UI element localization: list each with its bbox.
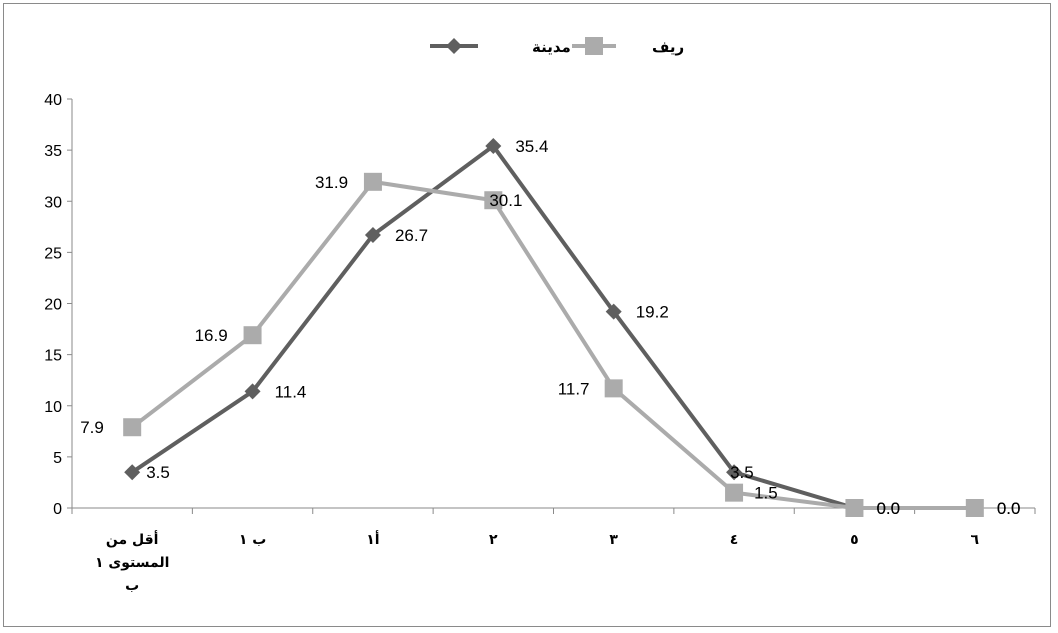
x-tick-label: المستوى ١ — [95, 555, 169, 571]
y-tick-label: 15 — [44, 348, 62, 365]
x-tick-label: ٥ — [850, 532, 859, 548]
series-line-1 — [130, 179, 975, 510]
y-tick-label: 20 — [44, 297, 62, 314]
chart-area — [3, 3, 1051, 627]
series-marker-point — [244, 383, 261, 400]
y-tick-label: 40 — [44, 92, 62, 109]
legend: مدينة ريف — [430, 37, 684, 56]
x-tick-label: ٢ — [489, 532, 498, 548]
axes: 0 5 10 15 20 25 30 35 40 أقل من المستوى ١ ب ب ١ أ١ ٢ ٣ ٤… — [44, 92, 1036, 594]
series-marker-point — [604, 379, 623, 398]
data-label: 0.0 — [876, 499, 900, 518]
x-tick-label: ب — [125, 578, 139, 594]
series-line-0 — [131, 144, 975, 510]
data-label: 0.0 — [997, 499, 1021, 518]
data-label: 0.0 — [997, 499, 1021, 518]
series-markers — [123, 138, 984, 517]
data-label: 7.9 — [80, 418, 104, 437]
data-label: 31.9 — [315, 173, 348, 192]
series-lines — [130, 144, 975, 510]
data-label: 11.7 — [558, 379, 590, 398]
series-marker-point — [965, 499, 984, 517]
series-marker-point — [725, 483, 744, 502]
data-label: 30.1 — [489, 191, 522, 210]
series-marker-point — [605, 303, 622, 320]
data-label: 35.4 — [515, 137, 548, 156]
series-marker-point — [726, 464, 743, 481]
data-label: 1.5 — [754, 484, 778, 503]
data-label: 3.5 — [730, 463, 754, 482]
legend-label-0: مدينة — [532, 38, 571, 56]
y-tick-label: 5 — [53, 450, 62, 467]
x-tick-label: ٤ — [730, 532, 739, 548]
series-marker-point — [363, 172, 382, 191]
data-label: 0.0 — [876, 499, 900, 518]
data-labels: 3.5 11.4 26.7 35.4 19.2 3.5 0.0 0.0 7.9 16.9 31.9 3… — [80, 137, 1020, 518]
x-tick-label: ب ١ — [239, 532, 267, 548]
data-label: 3.5 — [146, 463, 170, 482]
legend-marker-1 — [585, 37, 603, 55]
series-marker-point — [484, 191, 503, 210]
y-tick-label: 25 — [44, 245, 62, 262]
series-marker-point — [243, 326, 262, 345]
data-label: 26.7 — [395, 226, 428, 245]
data-label: 19.2 — [636, 303, 669, 322]
y-tick-label: 10 — [44, 399, 62, 416]
y-tick-label: 30 — [44, 194, 62, 211]
series-marker-point — [124, 464, 141, 481]
series-marker-point — [123, 418, 142, 437]
y-tick-label: 0 — [53, 501, 62, 518]
x-tick-label: ٦ — [971, 532, 980, 548]
data-label: 11.4 — [275, 382, 307, 401]
data-label: 16.9 — [195, 326, 228, 345]
y-tick-label: 35 — [44, 143, 62, 160]
series-marker-point — [485, 138, 502, 155]
series-marker-point — [364, 226, 381, 243]
x-tick-label: ٣ — [609, 532, 618, 548]
x-tick-label: أ١ — [366, 530, 379, 548]
legend-marker-0 — [446, 38, 462, 54]
legend-label-1: ريف — [652, 38, 684, 56]
x-tick-label: أقل من — [106, 530, 159, 548]
series-marker-point — [845, 499, 864, 517]
